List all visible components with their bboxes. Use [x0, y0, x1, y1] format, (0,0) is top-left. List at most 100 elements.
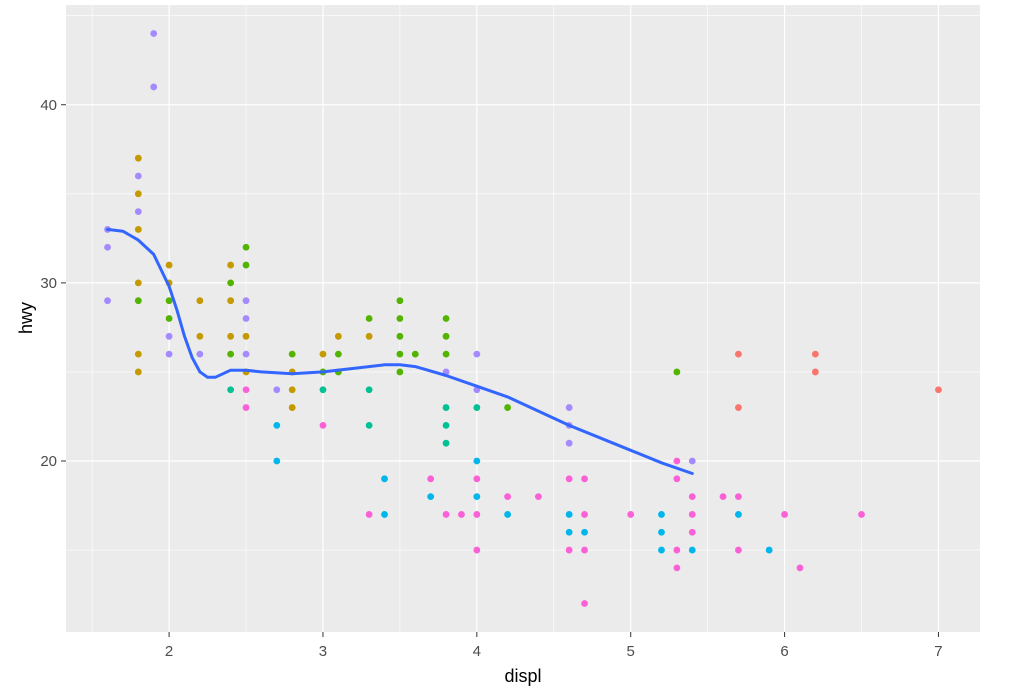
data-point [134, 297, 142, 305]
data-point [688, 493, 696, 501]
data-point [227, 332, 235, 340]
data-point [134, 350, 142, 358]
x-tick-label: 2 [165, 643, 173, 660]
data-point [581, 511, 588, 518]
x-tick-label: 3 [319, 643, 327, 660]
data-point [858, 511, 865, 518]
data-point [673, 368, 681, 376]
data-point [242, 297, 250, 305]
data-point [165, 332, 173, 340]
data-point [196, 350, 204, 358]
data-point [673, 457, 681, 465]
data-point [673, 546, 681, 554]
data-point [227, 279, 235, 287]
data-point [365, 511, 373, 518]
data-point [442, 332, 450, 340]
data-point [134, 172, 142, 180]
data-point [242, 404, 250, 411]
data-point [134, 368, 142, 376]
data-point [796, 564, 804, 572]
data-point [365, 421, 373, 429]
data-point [504, 511, 512, 518]
data-point [242, 332, 250, 340]
major-gridlines [66, 5, 980, 632]
smooth-curve-layer [106, 227, 694, 475]
data-point [442, 404, 450, 411]
data-point [381, 511, 388, 518]
data-point [427, 475, 435, 483]
data-point [765, 546, 773, 554]
data-point [334, 350, 342, 358]
data-point [227, 297, 235, 305]
x-tick-label: 5 [627, 643, 635, 660]
data-point [442, 511, 450, 518]
data-point [473, 475, 481, 483]
data-point [134, 190, 142, 198]
data-point [227, 350, 235, 358]
data-point [165, 350, 173, 358]
data-point [365, 332, 373, 340]
data-point [565, 404, 573, 411]
data-point [427, 493, 435, 501]
data-point [396, 332, 404, 340]
data-point [134, 279, 142, 287]
data-point [396, 315, 404, 322]
minor-gridlines [66, 5, 980, 632]
data-point [673, 564, 681, 572]
x-tick-label: 7 [934, 643, 942, 660]
data-point [473, 350, 481, 358]
smooth-line [106, 227, 694, 475]
plot-panel [66, 5, 980, 632]
y-axis-title: hwy [16, 302, 36, 334]
y-tick-label: 40 [40, 97, 57, 114]
data-point [673, 475, 681, 483]
data-point [473, 404, 481, 411]
data-point [273, 421, 281, 429]
data-point [242, 386, 250, 394]
data-point [319, 421, 327, 429]
data-point [396, 350, 404, 358]
data-point [411, 350, 419, 358]
data-point [442, 421, 450, 429]
data-point [165, 315, 173, 322]
data-point [196, 332, 204, 340]
data-point [104, 243, 111, 251]
data-point [242, 261, 250, 269]
x-tick-label: 4 [473, 643, 481, 660]
data-point [565, 528, 573, 536]
data-point [242, 350, 250, 358]
data-point [288, 404, 296, 411]
y-tick-label: 30 [40, 275, 57, 292]
data-point [273, 457, 281, 465]
data-point [565, 439, 573, 447]
data-point [735, 350, 742, 358]
data-point [473, 546, 481, 554]
data-point [442, 439, 450, 447]
data-point [688, 546, 696, 554]
x-tick-label: 6 [780, 643, 788, 660]
x-axis-title: displ [504, 666, 541, 686]
data-point [565, 546, 573, 554]
data-point [473, 493, 481, 501]
data-point [735, 546, 742, 554]
data-point [227, 261, 235, 269]
data-point [365, 386, 373, 394]
data-point [504, 493, 512, 501]
axes: 2 3 4 5 6 7 20 30 40 [40, 97, 942, 660]
data-point [735, 493, 742, 501]
data-point [473, 457, 481, 465]
data-point [504, 404, 512, 411]
data-point [735, 404, 742, 411]
data-point [581, 528, 588, 536]
data-point [781, 511, 788, 518]
data-point [811, 368, 819, 376]
data-point [581, 600, 588, 607]
data-point [396, 368, 404, 376]
data-point [688, 457, 696, 465]
data-point [165, 261, 173, 269]
data-point [396, 297, 404, 305]
data-point [565, 511, 573, 518]
data-point [196, 297, 204, 305]
data-point [365, 315, 373, 322]
data-point [581, 546, 588, 554]
